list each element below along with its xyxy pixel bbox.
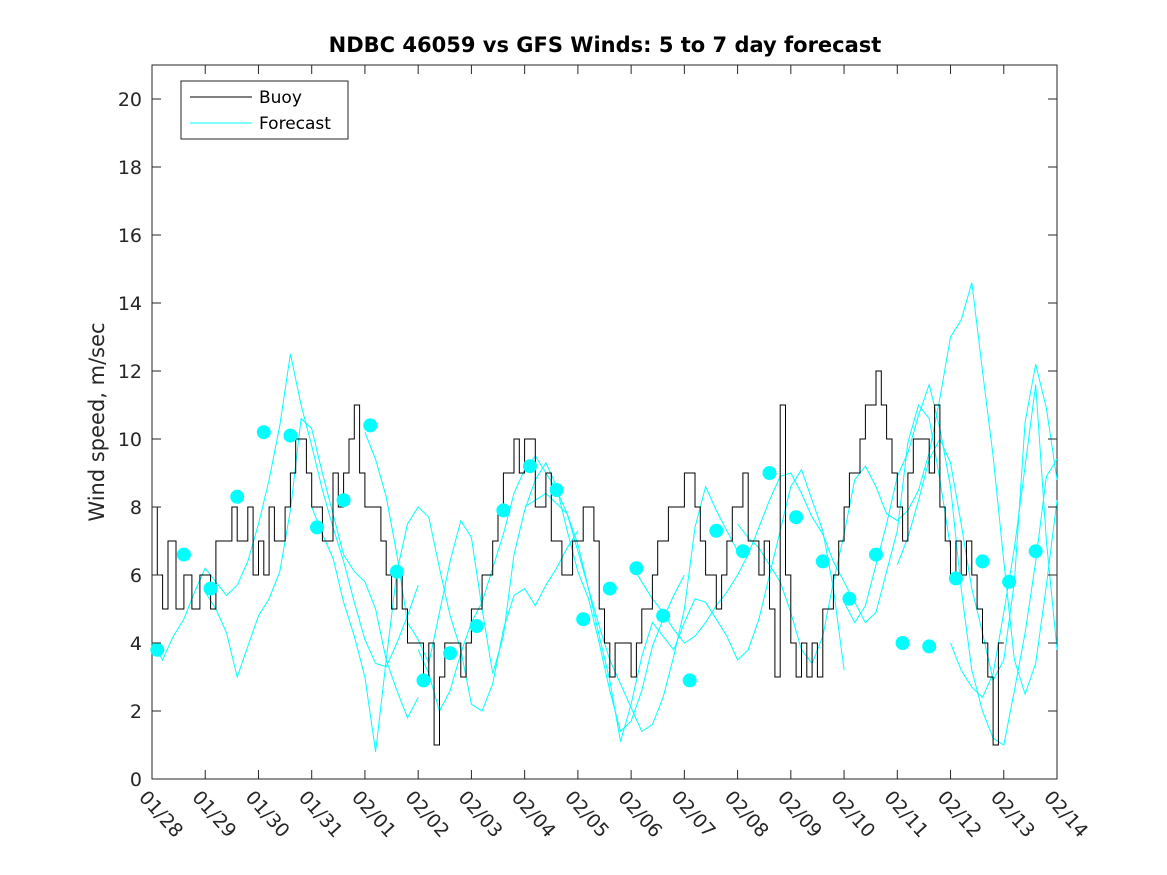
y-tick-label: 4 bbox=[130, 633, 142, 655]
x-tick-label: 02/12 bbox=[933, 787, 986, 842]
x-tick-label: 02/02 bbox=[400, 787, 453, 842]
forecast-series-line-11 bbox=[950, 384, 1058, 699]
forecast-marker bbox=[869, 547, 883, 562]
forecast-series-line-10 bbox=[896, 364, 1058, 682]
x-tick-label: 02/04 bbox=[507, 787, 560, 842]
x-tick-label: 01/28 bbox=[134, 787, 187, 842]
y-tick-label: 16 bbox=[118, 225, 142, 247]
plot-area bbox=[151, 64, 1058, 780]
x-tick-label: 02/03 bbox=[454, 787, 507, 842]
forecast-marker bbox=[815, 554, 830, 569]
y-tick-label: 20 bbox=[118, 89, 142, 111]
forecast-marker bbox=[842, 591, 857, 606]
forecast-marker bbox=[922, 639, 937, 654]
forecast-marker bbox=[150, 642, 165, 657]
forecast-series-line-1 bbox=[151, 353, 419, 668]
forecast-series-line-6 bbox=[524, 468, 845, 742]
forecast-series-line-4 bbox=[364, 432, 685, 733]
forecast-marker bbox=[549, 483, 564, 497]
forecast-marker bbox=[176, 547, 191, 562]
x-tick-label: 02/07 bbox=[667, 787, 720, 842]
forecast-marker bbox=[336, 493, 351, 508]
forecast-marker bbox=[709, 523, 724, 538]
y-tick-label: 10 bbox=[118, 429, 142, 451]
y-tick-label: 6 bbox=[130, 565, 142, 587]
x-tick-label: 01/30 bbox=[241, 787, 294, 842]
x-tick-label: 02/05 bbox=[560, 787, 613, 842]
y-tick-label: 14 bbox=[118, 293, 142, 315]
forecast-marker bbox=[682, 673, 697, 688]
y-tick-label: 2 bbox=[130, 701, 142, 723]
forecast-marker bbox=[363, 418, 378, 433]
forecast-marker bbox=[975, 554, 990, 569]
series-layer bbox=[150, 282, 1058, 752]
forecast-marker bbox=[203, 581, 218, 596]
x-tick-label: 02/10 bbox=[826, 787, 879, 842]
forecast-series-line-3 bbox=[311, 506, 579, 752]
forecast-marker bbox=[310, 520, 324, 535]
y-tick-label: 18 bbox=[118, 157, 142, 179]
forecast-marker bbox=[656, 608, 671, 623]
forecast-marker bbox=[789, 510, 804, 525]
legend-forecast-label: Forecast bbox=[259, 114, 331, 134]
forecast-marker bbox=[1002, 574, 1017, 589]
y-tick-label: 8 bbox=[130, 497, 142, 519]
x-tick-label: 02/14 bbox=[1039, 787, 1092, 842]
forecast-marker bbox=[523, 459, 537, 474]
legend-box bbox=[180, 80, 349, 140]
forecast-marker bbox=[256, 425, 271, 440]
legend-buoy-label: Buoy bbox=[259, 88, 302, 108]
y-tick-label: 0 bbox=[130, 769, 142, 791]
forecast-marker bbox=[948, 571, 963, 586]
legend: Buoy Forecast bbox=[180, 80, 349, 140]
forecast-series-line-2 bbox=[204, 417, 419, 720]
x-tick-label: 02/13 bbox=[986, 787, 1039, 842]
forecast-marker bbox=[762, 466, 777, 480]
x-tick-label: 02/01 bbox=[347, 787, 400, 842]
forecast-marker bbox=[283, 428, 298, 443]
x-tick-label: 02/09 bbox=[773, 787, 826, 842]
forecast-marker bbox=[576, 612, 591, 627]
forecast-marker bbox=[602, 581, 617, 596]
forecast-marker bbox=[443, 646, 458, 661]
y-tick-label: 12 bbox=[118, 361, 142, 383]
forecast-marker bbox=[496, 503, 511, 518]
forecast-marker bbox=[469, 619, 484, 633]
forecast-marker bbox=[735, 544, 750, 559]
forecast-marker bbox=[1028, 544, 1043, 559]
forecast-series-line-7 bbox=[630, 403, 951, 644]
chart-title: NDBC 46059 vs GFS Winds: 5 to 7 day fore… bbox=[329, 33, 882, 57]
forecast-marker bbox=[389, 564, 404, 579]
forecast-marker bbox=[895, 636, 910, 650]
forecast-marker bbox=[416, 673, 431, 688]
x-tick-label: 01/29 bbox=[187, 787, 240, 842]
x-tick-label: 01/31 bbox=[294, 787, 347, 842]
y-axis-label: Wind speed, m/sec bbox=[85, 322, 109, 521]
x-tick-label: 02/06 bbox=[613, 787, 666, 842]
x-tick-label: 02/11 bbox=[880, 787, 933, 842]
x-tick-label: 02/08 bbox=[720, 787, 773, 842]
forecast-marker bbox=[629, 561, 644, 576]
forecast-marker bbox=[230, 489, 245, 504]
buoy-series-line bbox=[152, 370, 1004, 746]
